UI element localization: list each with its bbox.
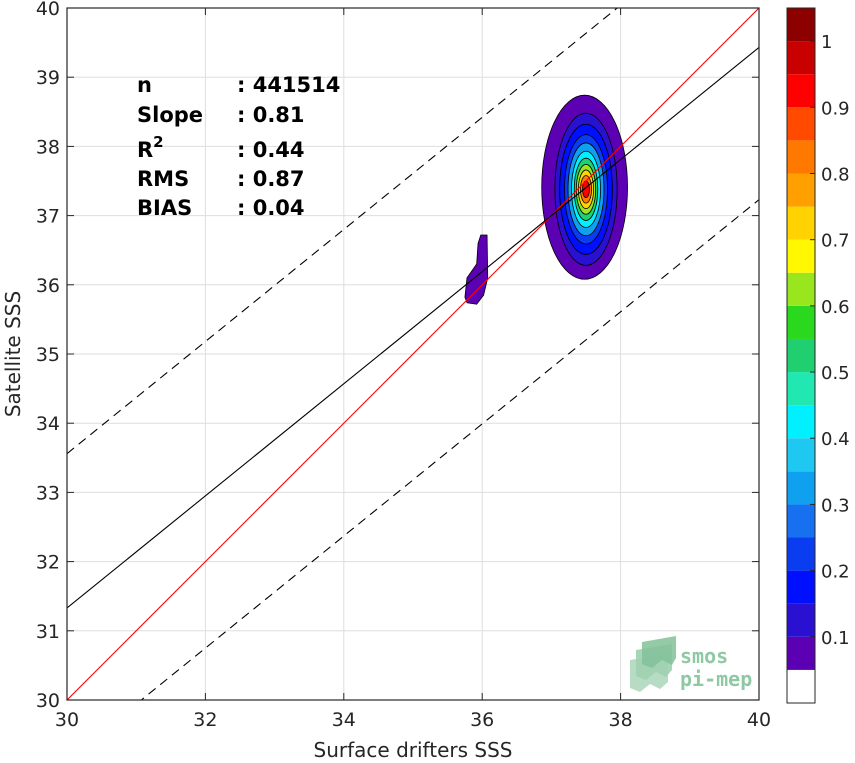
y-tick-label: 34: [36, 413, 60, 435]
colorbar-band: [787, 107, 815, 141]
colorbar-tick-label: 0.1: [821, 628, 850, 649]
colorbar-tick-label: 0.7: [821, 231, 850, 252]
y-tick-label: 40: [36, 0, 60, 20]
y-tick-label: 37: [36, 206, 60, 228]
colorbar-tick-label: 0.2: [821, 562, 850, 583]
smos-pi-mep-logo: smos pi-mep: [630, 636, 752, 692]
colorbar-band: [787, 471, 815, 505]
y-tick-label: 36: [36, 275, 60, 297]
y-tick-label: 39: [36, 67, 60, 89]
x-axis-label: Surface drifters SSS: [314, 738, 513, 762]
logo-line-1: smos: [680, 644, 728, 668]
colorbar-tick-label: 0.3: [821, 495, 850, 516]
x-tick-label: 40: [747, 709, 771, 731]
colorbar-band: [787, 41, 815, 75]
y-tick-label: 33: [36, 482, 60, 504]
colorbar-tick-label: 0.6: [821, 297, 850, 318]
colorbar-band: [787, 570, 815, 604]
colorbar-frame: [786, 7, 816, 704]
colorbar-band: [787, 669, 815, 703]
stat-value: : 0.81: [237, 103, 305, 127]
x-tick-label: 34: [332, 709, 356, 731]
y-tick-label: 35: [36, 344, 60, 366]
colorbar-band: [787, 74, 815, 108]
stat-label: Slope: [137, 103, 203, 127]
stat-value: : 0.44: [237, 138, 305, 162]
y-tick-label: 32: [36, 552, 60, 574]
y-tick-label: 31: [36, 621, 60, 643]
logo-mark-icon: [630, 636, 676, 692]
colorbar-band: [787, 405, 815, 439]
stat-label: BIAS: [137, 196, 192, 220]
colorbar-band: [787, 636, 815, 670]
stat-value: : 0.04: [237, 196, 305, 220]
colorbar-band: [787, 504, 815, 538]
colorbar-tick-label: 0.5: [821, 363, 850, 384]
colorbar-band: [787, 338, 815, 373]
lower-bound-line: [140, 199, 759, 700]
logo-line-2: pi-mep: [680, 667, 752, 691]
x-tick-label: 38: [609, 709, 633, 731]
stat-label: n: [137, 73, 152, 97]
colorbar-tick-label: 1: [821, 32, 832, 53]
y-tick-label: 30: [36, 690, 60, 712]
colorbar-band: [787, 305, 815, 339]
colorbar: 0.1 0.2 0.3 0.4 0.5 0.6 0.7 0.8 0.9 1: [786, 7, 850, 704]
colorbar-band: [787, 206, 815, 240]
one-to-one-line: [67, 8, 759, 700]
colorbar-band: [787, 173, 815, 207]
colorbar-band: [787, 372, 815, 406]
stat-label: RMS: [137, 167, 189, 191]
x-tick-label: 36: [470, 709, 494, 731]
y-axis-label: Satellite SSS: [1, 291, 25, 417]
stat-value: : 441514: [237, 73, 340, 97]
fit-lines: [67, 8, 759, 700]
colorbar-band: [787, 537, 815, 571]
regression-line: [67, 47, 759, 609]
colorbar-band: [787, 239, 815, 273]
x-tick-label: 32: [193, 709, 217, 731]
colorbar-band: [787, 140, 815, 174]
axis-ticks: 30 32 34 36 38 40 30 31 32 33 34 35 36 37 38 39 40: [36, 0, 771, 731]
stat-value: : 0.87: [237, 167, 305, 191]
colorbar-tick-label: 0.9: [821, 98, 850, 119]
x-tick-label: 30: [55, 709, 79, 731]
colorbar-tick-label: 0.4: [821, 429, 850, 450]
colorbar-tick-label: 0.8: [821, 164, 850, 185]
colorbar-band: [787, 603, 815, 637]
grid-lines: [67, 8, 759, 700]
density-contours: [464, 94, 628, 305]
density-contour-small: [464, 234, 489, 305]
colorbar-band: [787, 438, 815, 472]
colorbar-band: [787, 8, 815, 42]
y-tick-label: 38: [36, 136, 60, 158]
stat-superscript: 2: [153, 133, 163, 151]
colorbar-band: [787, 272, 815, 306]
